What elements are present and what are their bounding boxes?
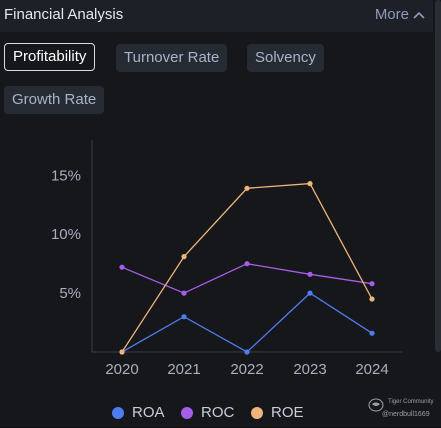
chevron-up-icon bbox=[413, 11, 425, 19]
series-line-roe bbox=[121, 182, 373, 353]
data-point-roa bbox=[181, 314, 187, 320]
legend-item-roc[interactable]: ROC bbox=[181, 404, 234, 421]
legend-dot-roc bbox=[181, 406, 193, 419]
x-tick-label: 2023 bbox=[293, 361, 326, 378]
more-button[interactable]: More bbox=[375, 6, 425, 23]
tab-growth-rate[interactable]: Growth Rate bbox=[4, 86, 105, 114]
tab-solvency[interactable]: Solvency bbox=[247, 44, 324, 72]
panel-title: Financial Analysis bbox=[4, 6, 124, 23]
data-point-roe bbox=[244, 185, 250, 191]
data-point-roc bbox=[307, 271, 313, 277]
scrollbar[interactable] bbox=[435, 0, 441, 352]
x-tick-label: 2020 bbox=[105, 361, 138, 378]
watermark-handle: @nerdbull1669 bbox=[382, 411, 430, 418]
data-point-roc bbox=[181, 290, 187, 296]
legend-item-roa[interactable]: ROA bbox=[112, 404, 165, 421]
x-tick-label: 2022 bbox=[230, 361, 263, 378]
y-tick-label: 10% bbox=[51, 226, 81, 243]
y-tick-label: 15% bbox=[51, 167, 81, 184]
watermark: Tiger Community @nerdbull1669 bbox=[368, 396, 438, 420]
tab-turnover-rate[interactable]: Turnover Rate bbox=[116, 44, 228, 72]
series-line-roc bbox=[121, 263, 373, 294]
data-point-roa bbox=[369, 330, 375, 336]
legend-label-roe: ROE bbox=[271, 404, 304, 421]
legend-label-roa: ROA bbox=[132, 404, 165, 421]
tab-profitability[interactable]: Profitability bbox=[4, 43, 96, 71]
panel-header: Financial Analysis More bbox=[0, 0, 433, 32]
series-line-roa bbox=[121, 292, 373, 353]
tiger-logo-icon bbox=[368, 398, 384, 412]
data-point-roc bbox=[244, 261, 250, 267]
legend-item-roe[interactable]: ROE bbox=[251, 404, 304, 421]
x-tick-label: 2024 bbox=[355, 361, 388, 378]
more-label: More bbox=[374, 6, 409, 23]
watermark-brand: Tiger Community bbox=[388, 399, 434, 405]
chart-legend: ROA ROC ROE bbox=[0, 400, 441, 428]
legend-dot-roe bbox=[251, 406, 263, 419]
data-point-roc bbox=[369, 281, 375, 287]
data-point-roe bbox=[307, 181, 313, 187]
data-point-roe bbox=[119, 349, 125, 355]
data-point-roa bbox=[307, 290, 313, 296]
data-point-roe bbox=[181, 254, 187, 260]
data-point-roa bbox=[244, 349, 250, 355]
legend-label-roc: ROC bbox=[201, 404, 235, 421]
data-point-roe bbox=[369, 296, 375, 302]
line-chart: 5% 10% 15% 2020 2021 2022 2023 2024 bbox=[51, 140, 402, 378]
legend-dot-roa bbox=[112, 406, 124, 419]
x-tick-label: 2021 bbox=[167, 361, 200, 378]
data-point-roc bbox=[119, 264, 125, 270]
y-tick-label: 5% bbox=[59, 285, 81, 302]
